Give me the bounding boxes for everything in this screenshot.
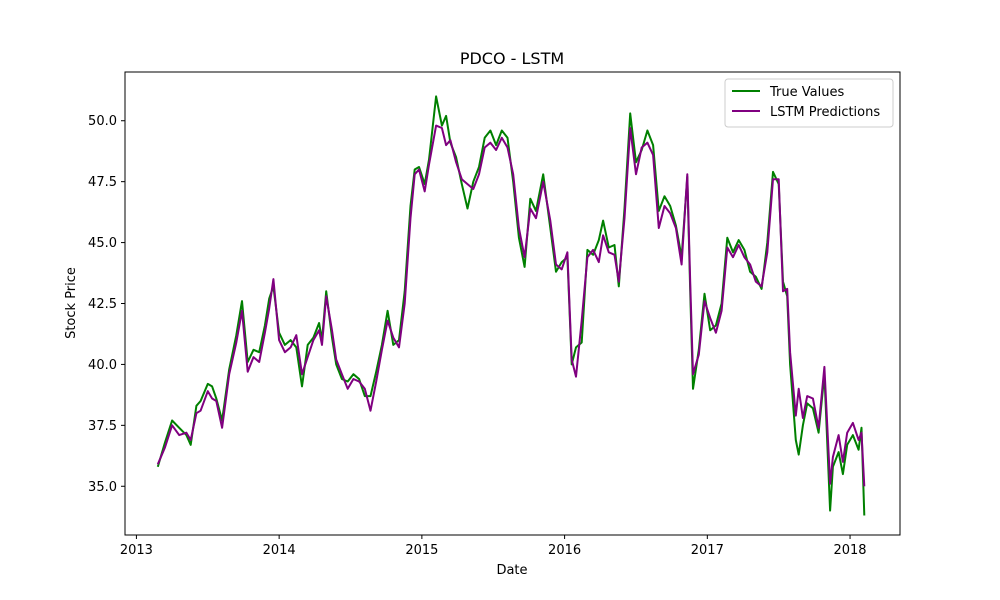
- y-tick-label: 42.5: [88, 297, 117, 312]
- legend-label-lstm-predictions: LSTM Predictions: [770, 105, 880, 120]
- x-tick-label: 2016: [548, 543, 581, 558]
- y-tick-label: 37.5: [88, 419, 117, 434]
- y-axis-label: Stock Price: [64, 267, 79, 339]
- series-line-lstm-predictions: [156, 124, 866, 487]
- y-tick-label: 47.5: [88, 175, 117, 190]
- y-axis: 35.0 37.5 40.0 42.5 45.0 47.5 50.0: [88, 114, 125, 495]
- legend-box: [724, 78, 894, 128]
- x-tick-label: 2017: [691, 543, 724, 558]
- y-tick-label: 35.0: [88, 480, 117, 495]
- y-tick-label: 45.0: [88, 236, 117, 251]
- series-lines: [156, 95, 866, 516]
- chart-title: PDCO - LSTM: [460, 49, 564, 68]
- legend-label-true-values: True Values: [769, 85, 844, 100]
- x-tick-label: 2015: [405, 543, 438, 558]
- y-tick-label: 50.0: [88, 114, 117, 129]
- legend: True Values LSTM Predictions: [724, 78, 894, 128]
- x-axis: 2013 2014 2015 2016 2017 2018: [120, 535, 867, 558]
- y-tick-label: 40.0: [88, 358, 117, 373]
- x-tick-label: 2018: [833, 543, 866, 558]
- x-axis-label: Date: [496, 563, 527, 578]
- x-tick-label: 2013: [120, 543, 153, 558]
- x-tick-label: 2014: [263, 543, 296, 558]
